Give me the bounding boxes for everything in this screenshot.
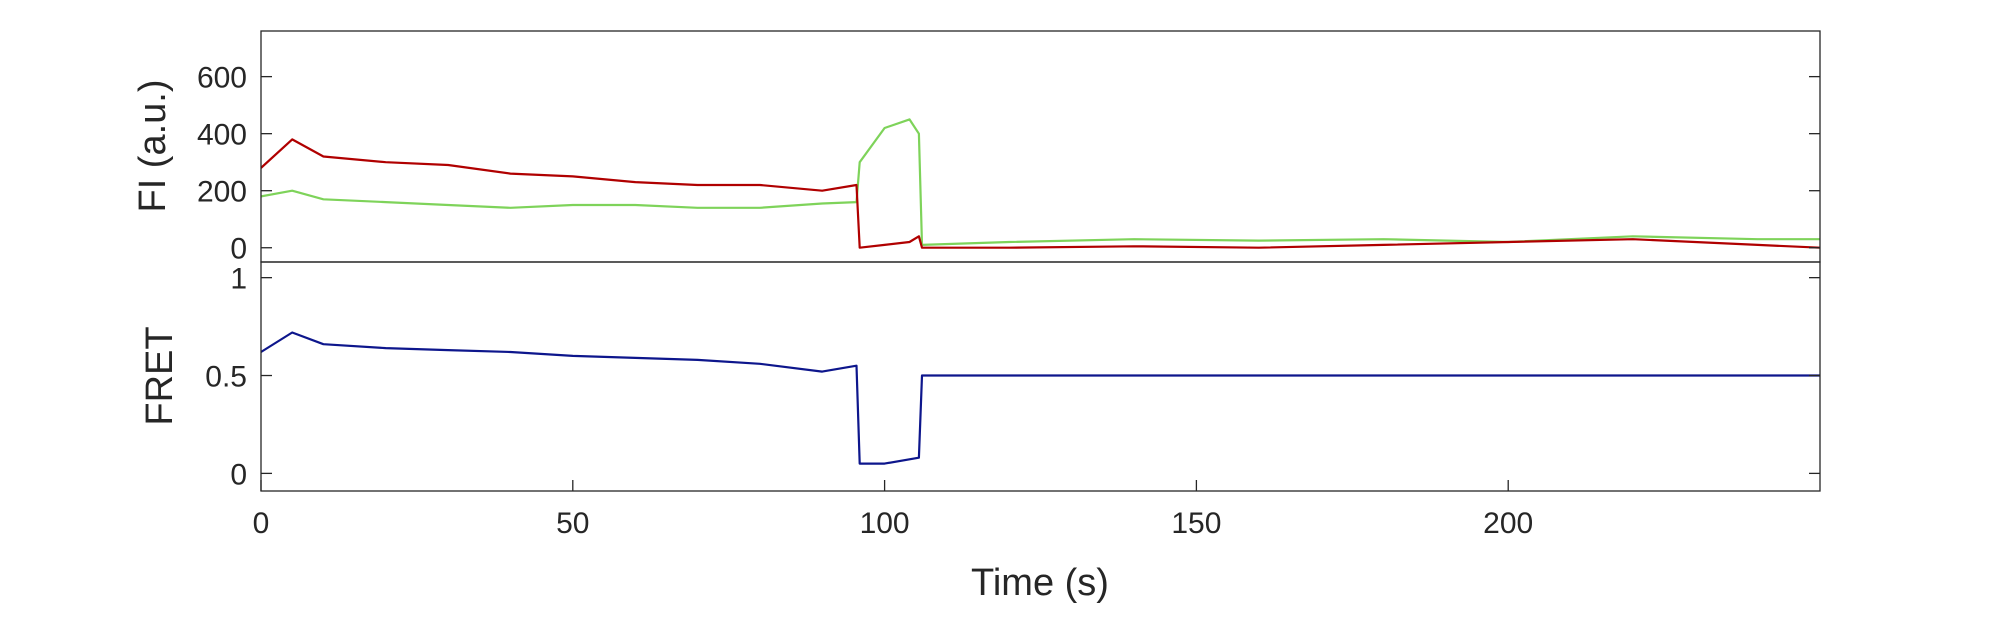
time-x-tick-label: 100 <box>860 507 910 540</box>
fluorescence-y-ticks: 0 200 400 600 <box>197 62 1820 266</box>
time-x-tick-label: 150 <box>1171 507 1221 540</box>
time-x-axis-label: Time (s) <box>971 562 1109 604</box>
fluorescence-y-tick-label: 200 <box>197 176 247 209</box>
fret-panel: 00.51 0 50 100 150 200 FRET Time (s) <box>139 261 1821 604</box>
fret-y-ticks: 00.51 <box>205 263 1820 491</box>
fret-y-tick-label: 1 <box>230 263 247 296</box>
time-x-ticks: 0 50 100 150 200 <box>253 480 1533 540</box>
fluorescence-panel: 0 200 400 600 FI (a.u.) <box>132 30 1821 266</box>
fret-series-group <box>261 331 1820 465</box>
fluorescence-plot-frame <box>260 30 1821 263</box>
fluorescence-series-line-0 <box>261 118 1820 246</box>
fret-plot-frame <box>260 261 1821 492</box>
fluorescence-y-tick-label: 400 <box>197 119 247 152</box>
fret-y-tick-label: 0.5 <box>205 361 247 394</box>
fluorescence-y-tick-label: 0 <box>230 233 247 266</box>
fluorescence-series-group <box>261 118 1820 249</box>
fluorescence-series-line-1 <box>261 138 1820 249</box>
fluorescence-y-axis-label: FI (a.u.) <box>132 79 174 212</box>
time-x-tick-label: 50 <box>556 507 589 540</box>
fret-y-axis-label: FRET <box>139 326 181 425</box>
time-x-tick-label: 200 <box>1483 507 1533 540</box>
time-x-tick-label: 0 <box>253 507 270 540</box>
fluorescence-y-tick-label: 600 <box>197 62 247 95</box>
fret-y-tick-label: 0 <box>230 458 247 491</box>
fret-series-line-0 <box>261 331 1820 465</box>
